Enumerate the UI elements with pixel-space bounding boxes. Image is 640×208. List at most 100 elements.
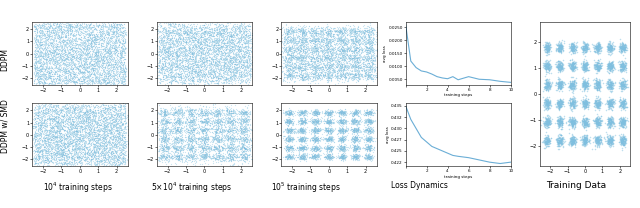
Point — [554, 84, 564, 88]
Point — [348, 62, 358, 65]
Point — [555, 62, 565, 65]
Point — [579, 79, 589, 82]
Point — [173, 157, 184, 161]
Point — [616, 104, 626, 107]
Point — [113, 126, 124, 129]
Point — [283, 74, 293, 77]
Point — [570, 138, 580, 141]
Point — [309, 155, 319, 158]
Point — [86, 41, 96, 44]
Point — [59, 48, 69, 51]
Point — [201, 154, 211, 157]
Point — [71, 56, 81, 59]
Point — [349, 34, 360, 37]
Point — [180, 52, 190, 55]
Point — [81, 29, 91, 32]
Point — [36, 80, 47, 84]
Point — [218, 71, 228, 74]
Point — [342, 53, 352, 57]
Point — [287, 44, 298, 47]
Point — [81, 64, 92, 68]
Point — [110, 76, 120, 79]
Point — [608, 83, 618, 86]
Point — [620, 49, 630, 52]
Point — [90, 155, 100, 158]
Point — [304, 47, 314, 51]
Point — [214, 141, 224, 144]
Point — [51, 51, 61, 55]
Point — [228, 128, 239, 132]
Point — [63, 57, 73, 60]
Point — [303, 41, 313, 45]
Point — [167, 105, 177, 108]
Point — [44, 81, 54, 84]
Point — [324, 154, 334, 157]
Point — [349, 138, 360, 142]
Point — [321, 43, 331, 46]
Point — [295, 37, 305, 40]
Point — [367, 45, 377, 48]
Point — [120, 32, 130, 36]
Point — [109, 155, 119, 158]
Point — [35, 127, 45, 131]
Point — [607, 139, 618, 142]
Point — [80, 60, 90, 63]
Point — [341, 42, 351, 45]
Point — [592, 48, 602, 52]
Point — [228, 48, 238, 51]
Point — [95, 160, 106, 163]
Point — [369, 68, 380, 71]
Point — [53, 103, 63, 106]
Point — [284, 71, 294, 74]
Point — [320, 36, 330, 39]
Point — [62, 132, 72, 136]
Point — [319, 152, 329, 156]
Point — [322, 57, 332, 61]
Point — [84, 151, 94, 155]
Point — [355, 78, 365, 81]
Point — [606, 67, 616, 71]
Point — [541, 105, 552, 108]
Point — [105, 132, 115, 136]
Point — [313, 37, 323, 40]
Point — [368, 127, 378, 131]
Point — [319, 72, 330, 76]
Point — [360, 120, 370, 124]
Point — [220, 50, 230, 53]
Point — [360, 114, 371, 117]
Point — [605, 117, 615, 120]
Point — [73, 66, 83, 69]
Point — [88, 69, 98, 73]
Point — [349, 144, 360, 147]
Point — [173, 80, 183, 83]
Point — [310, 139, 320, 143]
Point — [186, 46, 196, 49]
Point — [188, 112, 198, 115]
Point — [365, 157, 375, 160]
Point — [65, 135, 75, 139]
Point — [95, 29, 106, 32]
Point — [614, 118, 625, 121]
Point — [309, 156, 319, 159]
Point — [182, 62, 192, 65]
Point — [592, 103, 602, 106]
Point — [328, 47, 338, 50]
Point — [198, 38, 208, 42]
Point — [293, 111, 303, 114]
Point — [355, 66, 365, 69]
Point — [230, 51, 240, 54]
Point — [592, 102, 602, 105]
Point — [325, 38, 335, 41]
Point — [356, 58, 366, 61]
Point — [316, 47, 326, 50]
Point — [173, 149, 183, 152]
Point — [91, 54, 101, 57]
Point — [75, 144, 85, 147]
Point — [227, 155, 237, 158]
Point — [361, 154, 371, 158]
Point — [170, 50, 180, 53]
Point — [604, 84, 614, 87]
Point — [595, 46, 605, 49]
Point — [317, 54, 327, 57]
Point — [52, 146, 62, 150]
